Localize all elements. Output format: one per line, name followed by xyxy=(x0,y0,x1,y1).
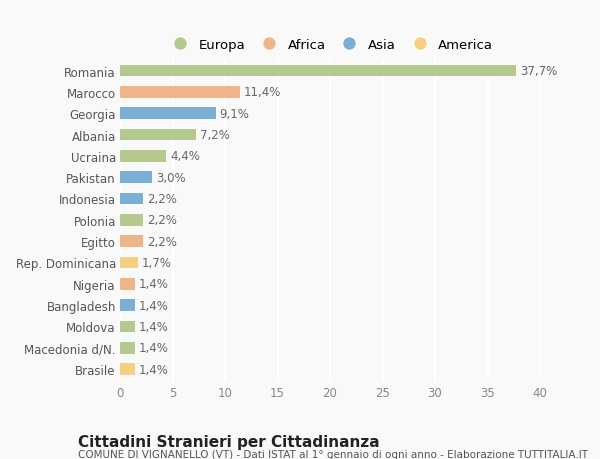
Bar xyxy=(120,364,134,375)
Text: 3,0%: 3,0% xyxy=(156,171,185,184)
Bar xyxy=(120,321,134,333)
Text: COMUNE DI VIGNANELLO (VT) - Dati ISTAT al 1° gennaio di ogni anno - Elaborazione: COMUNE DI VIGNANELLO (VT) - Dati ISTAT a… xyxy=(78,449,588,459)
Bar xyxy=(120,151,166,162)
Text: 2,2%: 2,2% xyxy=(148,235,177,248)
Text: 1,4%: 1,4% xyxy=(139,278,169,291)
Text: 2,2%: 2,2% xyxy=(148,214,177,227)
Text: 1,4%: 1,4% xyxy=(139,341,169,354)
Bar xyxy=(120,257,138,269)
Bar xyxy=(120,342,134,354)
Text: 1,4%: 1,4% xyxy=(139,363,169,376)
Text: 37,7%: 37,7% xyxy=(520,65,557,78)
Bar xyxy=(120,300,134,311)
Bar xyxy=(120,66,516,77)
Text: Cittadini Stranieri per Cittadinanza: Cittadini Stranieri per Cittadinanza xyxy=(78,434,380,449)
Bar xyxy=(120,214,143,226)
Text: 1,4%: 1,4% xyxy=(139,299,169,312)
Text: 2,2%: 2,2% xyxy=(148,193,177,206)
Text: 9,1%: 9,1% xyxy=(220,107,250,120)
Text: 11,4%: 11,4% xyxy=(244,86,281,99)
Bar xyxy=(120,278,134,290)
Bar xyxy=(120,129,196,141)
Bar xyxy=(120,236,143,247)
Bar xyxy=(120,87,240,99)
Text: 4,4%: 4,4% xyxy=(170,150,200,163)
Bar xyxy=(120,172,151,184)
Legend: Europa, Africa, Asia, America: Europa, Africa, Asia, America xyxy=(167,39,493,52)
Bar xyxy=(120,193,143,205)
Text: 1,7%: 1,7% xyxy=(142,257,172,269)
Bar xyxy=(120,108,215,120)
Text: 7,2%: 7,2% xyxy=(200,129,230,142)
Text: 1,4%: 1,4% xyxy=(139,320,169,333)
